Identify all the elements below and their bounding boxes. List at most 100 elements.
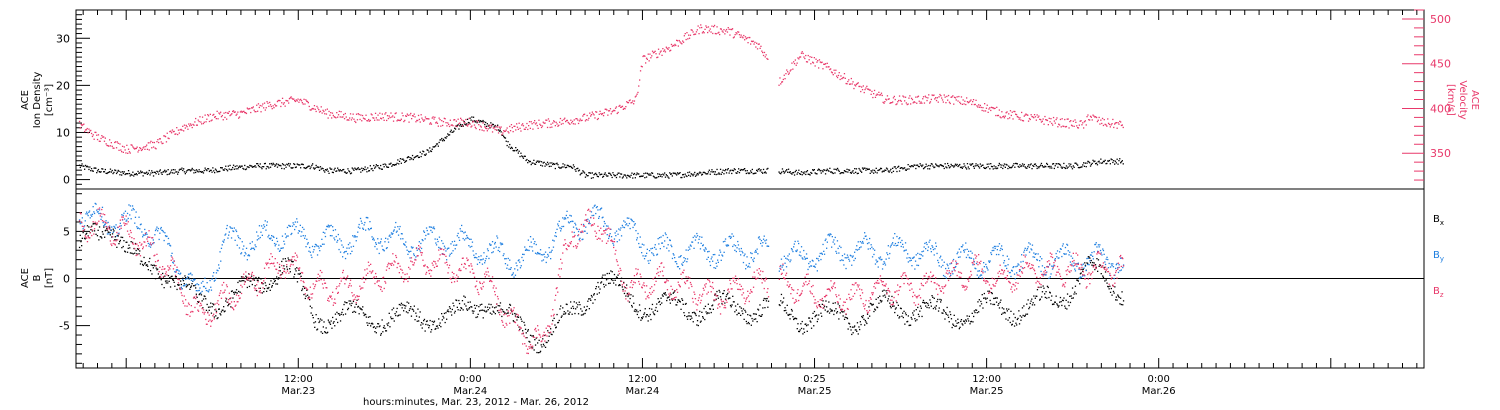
data-point — [970, 321, 972, 323]
data-point — [553, 120, 555, 122]
data-point — [786, 258, 788, 260]
data-point — [201, 290, 203, 293]
data-point — [79, 234, 81, 236]
data-point — [552, 319, 554, 322]
data-point — [477, 121, 479, 123]
data-point — [819, 252, 821, 255]
data-point — [556, 313, 558, 316]
data-point — [973, 103, 975, 106]
data-point — [786, 169, 788, 171]
data-point — [748, 323, 750, 325]
data-point — [1064, 167, 1067, 170]
data-point — [470, 119, 472, 121]
data-point — [756, 248, 758, 250]
data-point — [953, 166, 955, 168]
data-point — [686, 175, 688, 178]
data-point — [861, 316, 864, 319]
data-point — [752, 40, 754, 42]
data-point — [896, 301, 898, 304]
data-point — [344, 171, 346, 173]
data-point — [550, 258, 552, 260]
data-point — [334, 116, 336, 118]
data-point — [190, 272, 192, 274]
data-point — [1044, 296, 1046, 299]
data-point — [602, 216, 604, 218]
data-point — [408, 302, 410, 304]
data-point — [1103, 266, 1105, 269]
data-point — [245, 275, 247, 277]
data-point — [115, 169, 117, 172]
data-point — [417, 156, 420, 159]
data-point — [377, 238, 379, 240]
data-point — [251, 165, 253, 167]
data-point — [318, 321, 320, 324]
data-point — [588, 298, 590, 300]
data-point — [945, 313, 947, 315]
data-point — [231, 113, 233, 115]
data-point — [557, 322, 559, 324]
data-point — [507, 312, 509, 314]
data-point — [98, 171, 100, 173]
data-point — [168, 137, 170, 140]
data-point — [579, 237, 581, 239]
data-point — [1045, 119, 1047, 121]
data-point — [204, 167, 206, 169]
data-point — [94, 131, 96, 133]
data-point — [213, 113, 215, 116]
data-point — [627, 295, 629, 298]
data-point — [237, 281, 239, 284]
data-point — [201, 116, 204, 118]
data-point — [586, 232, 588, 234]
data-point — [140, 171, 143, 174]
data-point — [1096, 164, 1099, 166]
data-point — [744, 309, 746, 312]
data-point — [502, 254, 504, 257]
data-point — [596, 118, 599, 121]
data-point — [145, 264, 147, 267]
data-point — [82, 165, 84, 167]
data-point — [629, 297, 631, 300]
data-point — [514, 149, 516, 152]
data-point — [101, 135, 103, 137]
data-point — [482, 317, 484, 319]
data-point — [671, 45, 673, 47]
data-point — [570, 307, 572, 309]
data-point — [595, 286, 598, 288]
data-point — [731, 28, 733, 31]
data-point — [307, 165, 309, 167]
data-point — [376, 248, 378, 250]
data-point — [224, 116, 226, 119]
data-point — [302, 285, 304, 288]
data-point — [666, 299, 668, 302]
data-point — [183, 171, 186, 173]
data-point — [826, 306, 828, 308]
data-point — [712, 308, 714, 310]
data-point — [481, 129, 483, 131]
data-point — [608, 172, 610, 174]
data-point — [136, 146, 138, 148]
data-point — [183, 130, 185, 132]
data-point — [793, 243, 795, 245]
data-point — [707, 173, 709, 175]
data-point — [638, 173, 640, 175]
data-point — [841, 310, 843, 312]
data-point — [681, 176, 683, 179]
data-point — [441, 319, 443, 321]
data-point — [353, 236, 355, 238]
data-point — [487, 250, 489, 252]
data-point — [1056, 304, 1059, 306]
data-point — [219, 113, 221, 115]
data-point — [961, 103, 963, 105]
data-point — [302, 103, 304, 105]
data-point — [679, 41, 681, 43]
data-point — [149, 270, 152, 272]
data-point — [959, 326, 961, 328]
data-point — [913, 101, 915, 103]
data-point — [1111, 294, 1113, 296]
data-point — [897, 166, 899, 168]
data-point — [553, 317, 555, 319]
data-point — [364, 313, 366, 315]
data-point — [641, 317, 643, 320]
data-point — [676, 304, 678, 306]
data-point — [975, 163, 977, 165]
